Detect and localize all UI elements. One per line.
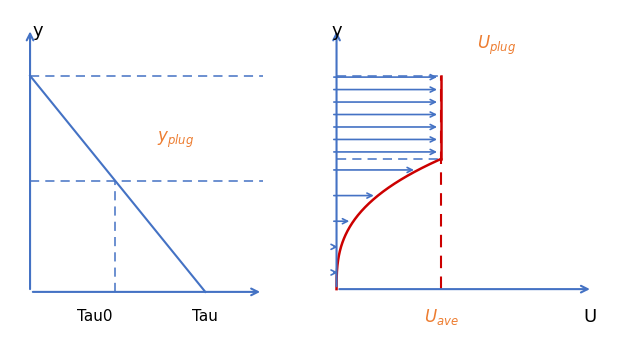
Text: Tau0: Tau0 — [78, 309, 113, 324]
Text: y: y — [331, 22, 342, 40]
Text: Tau: Tau — [192, 309, 218, 324]
Text: U: U — [583, 308, 597, 326]
Text: y: y — [33, 22, 43, 40]
Text: $U_{plug}$: $U_{plug}$ — [477, 33, 516, 57]
Text: $U_{ave}$: $U_{ave}$ — [424, 307, 459, 327]
Text: $y_{plug}$: $y_{plug}$ — [156, 129, 194, 149]
